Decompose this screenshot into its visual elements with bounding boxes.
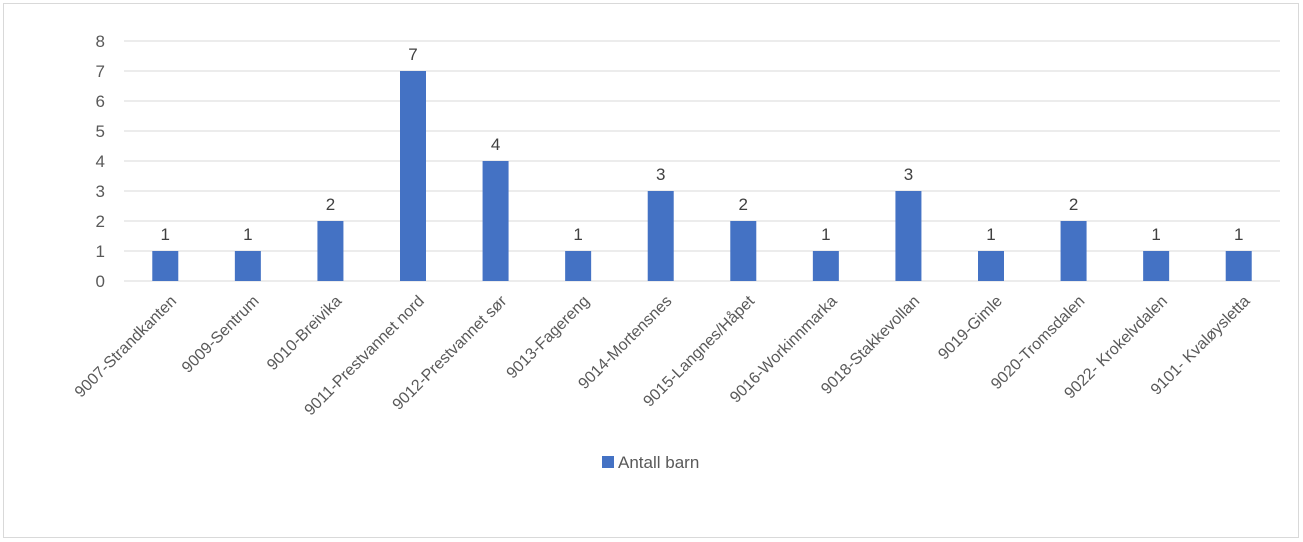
data-label: 3 — [656, 165, 665, 184]
y-tick-label: 5 — [96, 122, 105, 141]
data-label: 1 — [161, 225, 170, 244]
legend-label: Antall barn — [618, 453, 699, 472]
category-label: 9019-Gimle — [935, 293, 1006, 364]
bar — [730, 221, 757, 281]
bars — [152, 71, 1252, 281]
data-label: 7 — [408, 45, 417, 64]
data-label: 1 — [243, 225, 252, 244]
bar — [812, 251, 839, 281]
chart-frame: 0 1 2 3 4 5 6 7 8 1 1 2 7 4 1 3 2 1 3 1 2 1 1 9007-Strandkant… — [3, 3, 1299, 538]
bar — [1225, 251, 1252, 281]
data-label: 2 — [739, 195, 748, 214]
bar — [317, 221, 344, 281]
y-tick-label: 8 — [96, 32, 105, 51]
category-label: 9009-Sentrum — [179, 293, 263, 377]
bar — [152, 251, 179, 281]
y-tick-label: 6 — [96, 92, 105, 111]
data-label: 2 — [326, 195, 335, 214]
y-tick-label: 0 — [96, 272, 105, 291]
category-label: 9010-Breivika — [264, 293, 345, 374]
gridlines — [124, 40, 1280, 282]
bar — [400, 71, 426, 281]
y-axis-ticks: 0 1 2 3 4 5 6 7 8 — [96, 32, 105, 291]
data-label: 1 — [1151, 225, 1160, 244]
category-label: 9007-Strandkanten — [72, 293, 180, 401]
legend: Antall barn — [602, 453, 699, 472]
y-tick-label: 3 — [96, 182, 105, 201]
bar — [234, 251, 261, 281]
data-label: 2 — [1069, 195, 1078, 214]
data-label: 1 — [821, 225, 830, 244]
data-label: 1 — [986, 225, 995, 244]
bar — [647, 191, 674, 281]
y-tick-label: 4 — [96, 152, 105, 171]
bar-chart: 0 1 2 3 4 5 6 7 8 1 1 2 7 4 1 3 2 1 3 1 2 1 1 9007-Strandkant… — [72, 32, 1280, 472]
bar — [1143, 251, 1170, 281]
category-label: 9013-Fagereng — [504, 293, 593, 382]
bar — [565, 251, 592, 281]
bar — [482, 161, 509, 281]
data-labels: 1 1 2 7 4 1 3 2 1 3 1 2 1 1 — [161, 45, 1244, 244]
bar — [1060, 221, 1087, 281]
data-label: 1 — [573, 225, 582, 244]
data-label: 1 — [1234, 225, 1243, 244]
data-label: 4 — [491, 135, 500, 154]
y-tick-label: 1 — [96, 242, 105, 261]
bar — [895, 191, 922, 281]
legend-swatch — [602, 456, 614, 468]
bar — [978, 251, 1004, 281]
data-label: 3 — [904, 165, 913, 184]
y-tick-label: 2 — [96, 212, 105, 231]
y-tick-label: 7 — [96, 62, 105, 81]
